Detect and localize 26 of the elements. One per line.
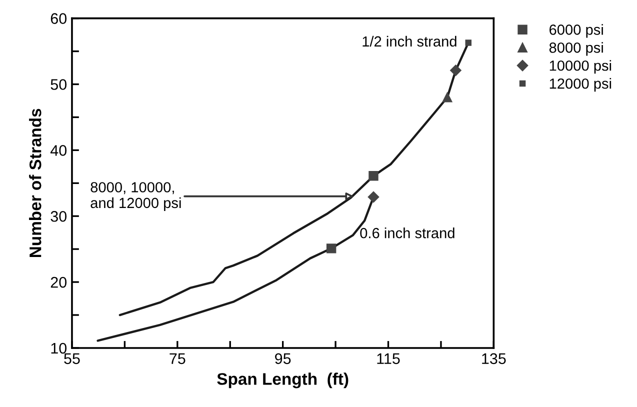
x-tick-label: 55	[64, 353, 80, 364]
x-axis-title: Span Length (ft)	[217, 372, 348, 388]
y-tick-label: 40	[50, 145, 67, 156]
x-tick-label: 95	[275, 353, 291, 364]
series-label: 1/2 inch strand	[362, 36, 456, 47]
legend-label: 12000 psi	[550, 78, 612, 92]
x-tick-label: 75	[170, 353, 186, 364]
x-tick-label: 135	[482, 353, 506, 364]
legend-label: 10000 psi	[550, 60, 612, 74]
y-tick-label: 50	[50, 79, 67, 90]
y-axis-title: Number of Strands	[29, 108, 42, 258]
legend-label: 8000 psi	[549, 42, 603, 56]
point	[465, 40, 472, 46]
point	[368, 171, 378, 181]
y-tick-label: 30	[50, 210, 67, 222]
x-tick-label: 115	[377, 353, 400, 364]
point	[442, 92, 452, 102]
annotation: 8000, 10000, and 12000 psi	[90, 182, 181, 211]
y-tick-label: 60	[50, 13, 67, 24]
legend-label: 6000 psi	[550, 24, 603, 38]
y-tick-label: 20	[50, 276, 67, 288]
point	[368, 191, 380, 203]
series-label: 0.6 inch strand	[360, 228, 454, 238]
y-tick-label: 10	[51, 342, 67, 354]
point	[450, 64, 462, 76]
point	[326, 244, 336, 254]
